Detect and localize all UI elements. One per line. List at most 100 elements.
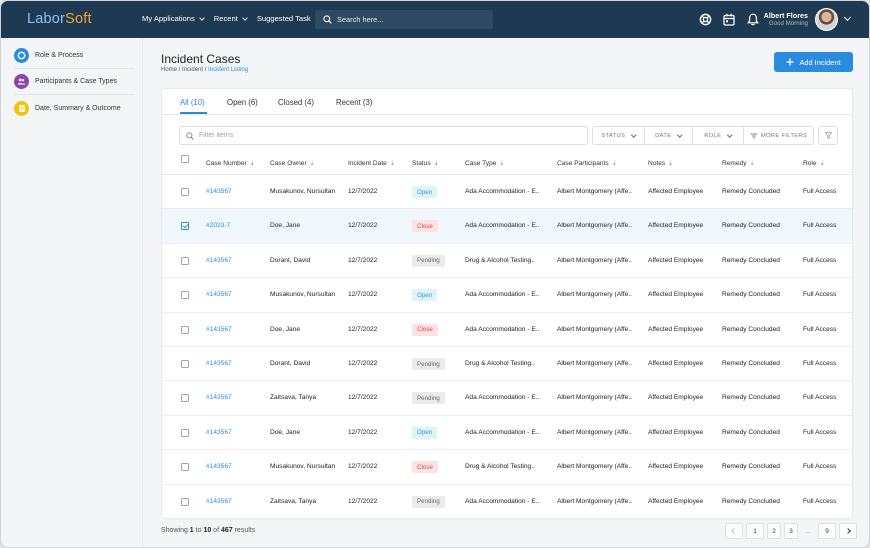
page-3-button[interactable]: 3 [784, 523, 798, 539]
sidebar-item-role-process[interactable]: Role & Process [14, 43, 134, 69]
sidebar-item-date-summary[interactable]: Date, Summary & Outcome [14, 95, 134, 121]
col-role[interactable]: Role ⇣ [803, 160, 825, 167]
nav-my-applications[interactable]: My Applications [142, 14, 205, 23]
col-case-participants[interactable]: Case Participants ⇣ [557, 160, 617, 167]
row-checkbox[interactable] [181, 497, 189, 506]
table-row[interactable]: #2023-7 Doe, Jane 12/7/2022 Ada Accommodati… [162, 209, 852, 244]
case-participants-cell: Albert Montgomery (Affe.. [557, 222, 633, 230]
brand-logo[interactable]: LaborSoft [27, 11, 92, 27]
col-label: Status [412, 160, 431, 167]
table-row[interactable]: #143567 Zaitsava, Tanya 12/7/2022 Ada Accom… [162, 381, 852, 416]
col-incident-date[interactable]: Incident Date ⇣ [348, 160, 395, 167]
remedy-cell: Remedy Concluded [722, 325, 780, 333]
calendar-icon[interactable] [722, 12, 736, 26]
brand-part-2: Soft [65, 11, 92, 27]
summary-of-word: of [211, 527, 221, 534]
remedy-cell: Remedy Concluded [722, 360, 780, 367]
case-number-link[interactable]: #143567 [206, 188, 232, 195]
bell-icon[interactable] [746, 12, 760, 26]
page-ellipsis: ... [805, 527, 811, 535]
col-case-number[interactable]: Case Number ⇣ [206, 160, 255, 167]
case-owner-cell: Musakunov, Nursultan [270, 188, 336, 195]
plus-icon [786, 58, 794, 66]
summary-to: 10 [203, 527, 212, 534]
col-label: Case Owner [270, 160, 307, 167]
chevron-down-icon [241, 14, 248, 21]
case-number-link[interactable]: #143567 [206, 428, 232, 436]
tab-closed[interactable]: Closed (4) [278, 98, 314, 107]
row-checkbox[interactable] [181, 222, 189, 231]
table-row[interactable]: #143567 Dorant, David 12/7/2022 Drug & Alco… [162, 347, 852, 382]
case-number-link[interactable]: #143567 [206, 497, 232, 505]
nav-suggested-task[interactable]: Suggested Task [256, 14, 321, 23]
row-checkbox[interactable] [181, 256, 189, 265]
table-row[interactable]: #143567 Musakunov, Nursultan 12/7/2022 Ada … [162, 175, 852, 210]
more-filters-button[interactable]: MORE FILTERS [744, 126, 814, 145]
case-number-link[interactable]: #2023-7 [206, 222, 231, 230]
table-row[interactable]: #143567 Musakunov, Nursultan 12/7/2022 Drug… [162, 450, 852, 485]
prev-page-button[interactable] [725, 523, 743, 539]
filter-input[interactable] [199, 132, 579, 139]
tab-open[interactable]: Open (6) [227, 98, 258, 107]
chevron-left-icon [731, 528, 737, 534]
col-notes[interactable]: Notes ⇣ [648, 160, 673, 167]
status-badge: Close [412, 323, 438, 336]
search-input[interactable] [337, 15, 487, 24]
row-checkbox[interactable] [181, 360, 189, 368]
help-lifebuoy-icon[interactable] [698, 12, 712, 26]
row-checkbox[interactable] [181, 428, 189, 437]
col-remedy[interactable]: Remedy ⇣ [722, 160, 755, 167]
summary-from: 1 [189, 527, 194, 534]
col-case-type[interactable]: Case Type ⇣ [465, 160, 504, 167]
page-2-button[interactable]: 2 [767, 523, 781, 539]
avatar[interactable] [815, 8, 838, 31]
tab-underline [180, 112, 207, 114]
role-filter-dropdown[interactable]: ROLE [693, 126, 744, 145]
row-checkbox[interactable] [181, 394, 189, 403]
date-filter-dropdown[interactable]: DATE [645, 126, 693, 145]
sidebar-item-participants[interactable]: Participants & Case Types [14, 69, 134, 95]
add-incident-button[interactable]: Add Incident [774, 52, 853, 72]
people-icon [14, 74, 29, 89]
case-number-link[interactable]: #143567 [206, 291, 232, 299]
case-type-cell: Ada Accommodation - E.. [465, 188, 540, 195]
chevron-down-icon[interactable] [843, 13, 852, 22]
select-all-checkbox[interactable] [181, 155, 189, 163]
row-checkbox[interactable] [181, 188, 189, 196]
tab-all[interactable]: All (10) [180, 98, 205, 107]
row-checkbox[interactable] [181, 325, 189, 334]
nav-label: Suggested Task [256, 14, 311, 23]
breadcrumb-home[interactable]: Home [161, 67, 178, 73]
table-row[interactable]: #143567 Doe, Jane 12/7/2022 Ada Accommodati… [162, 313, 852, 347]
nav-recent[interactable]: Recent [214, 14, 248, 23]
case-number-link[interactable]: #143567 [206, 256, 232, 264]
table-row[interactable]: #143567 Musakunov, Nursultan 12/7/2022 Ada … [162, 278, 852, 313]
tab-recent[interactable]: Recent (3) [336, 98, 373, 107]
row-checkbox[interactable] [181, 463, 189, 472]
col-label: Remedy [722, 160, 747, 167]
table-row[interactable]: #143567 Dorant, David 12/7/2022 Drug & Alco… [162, 244, 852, 279]
col-status[interactable]: Status ⇣ [412, 160, 439, 167]
page-1-button[interactable]: 1 [746, 523, 764, 539]
notes-cell: Affected Employee [648, 291, 704, 299]
search-icon [323, 15, 332, 24]
next-page-button[interactable] [839, 523, 857, 539]
status-filter-dropdown[interactable]: STATUS [592, 126, 645, 145]
col-case-owner[interactable]: Case Owner ⇣ [270, 160, 315, 167]
breadcrumb-separator: / [177, 67, 183, 73]
col-label: Case Number [206, 160, 247, 167]
table-row[interactable]: #143567 Zaitsava, Tanya 12/7/2022 Ada Accom… [162, 485, 852, 518]
case-number-link[interactable]: #143567 [206, 463, 232, 471]
filter-funnel-button[interactable] [818, 126, 838, 145]
case-type-cell: Ada Accommodation - E.. [465, 394, 540, 402]
case-number-link[interactable]: #143567 [206, 325, 232, 333]
case-type-cell: Drug & Alcohol Testing.. [465, 360, 535, 367]
case-number-link[interactable]: #143567 [206, 360, 232, 367]
case-number-link[interactable]: #143567 [206, 394, 232, 402]
row-checkbox[interactable] [181, 291, 189, 300]
page-9-button[interactable]: 9 [818, 523, 836, 539]
breadcrumb-incident[interactable]: Incident [182, 67, 204, 73]
case-type-cell: Ada Accommodation - E.. [465, 428, 540, 436]
table-row[interactable]: #143567 Doe, Jane 12/7/2022 Ada Accommodati… [162, 416, 852, 451]
user-greeting: Good Morning [768, 20, 808, 27]
